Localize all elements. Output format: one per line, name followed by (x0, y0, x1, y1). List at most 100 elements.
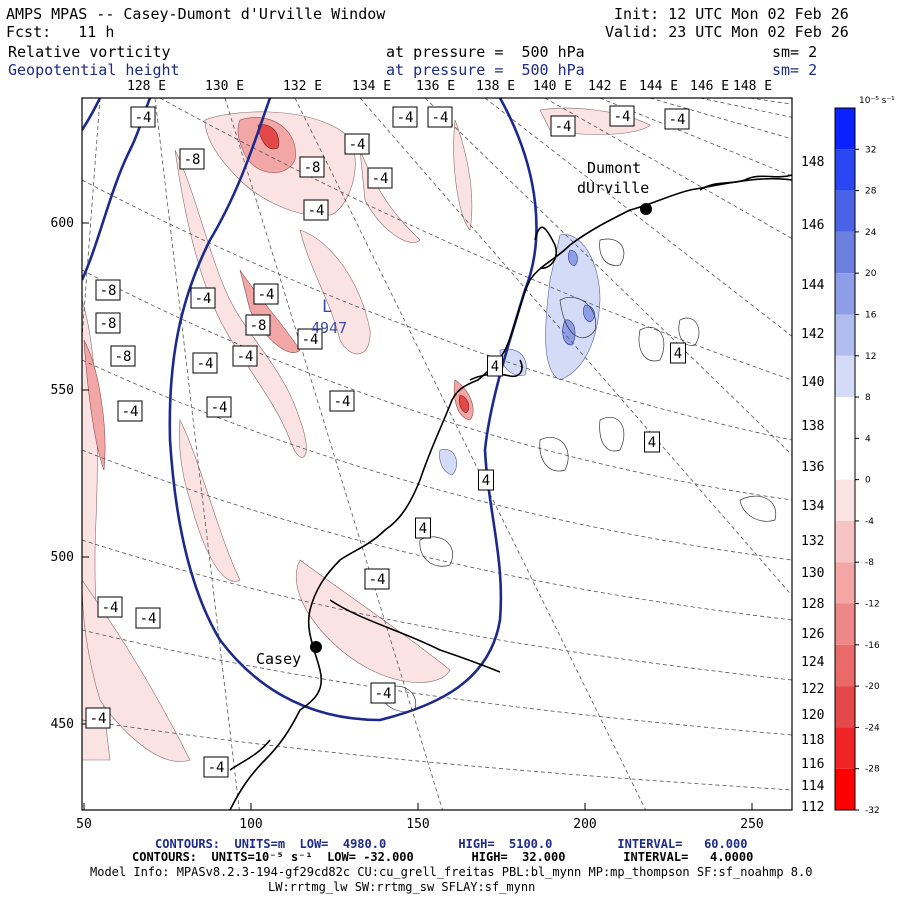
contour-label: -8 (299, 156, 325, 178)
field2-name: Geopotential height (8, 61, 180, 79)
colorbar-swatch (835, 562, 855, 604)
station-marker (640, 203, 652, 215)
svg-text:-4: -4 (432, 110, 449, 126)
contour-label: -4 (117, 400, 143, 422)
contour-label: -4 (85, 707, 111, 729)
colorbar-swatch (835, 438, 855, 480)
contour-label: -8 (179, 148, 205, 170)
colorbar-swatch (835, 603, 855, 645)
contour-label: -4 (130, 106, 156, 128)
longitude-label: 138 E (476, 79, 515, 94)
model-title: AMPS MPAS -- Casey-Dumont d'Urville Wind… (6, 5, 386, 23)
latitude-label: 128 (801, 597, 824, 612)
svg-text:-4: -4 (140, 611, 157, 627)
field2-level: at pressure = 500 hPa (386, 61, 585, 79)
latitude-label: 144 (801, 278, 825, 293)
colorbar-tick-label: -8 (865, 558, 874, 568)
station-dumont-durville: Dumont dUrville (577, 159, 652, 215)
latitude-label: 112 (801, 800, 824, 815)
contour-label: -8 (95, 279, 121, 301)
colorbar-tick-label: -4 (865, 517, 874, 527)
colorbar-swatch (835, 190, 855, 232)
valid-time: Valid: 23 UTC Mon 02 Feb 26 (605, 23, 849, 41)
contour-label: -8 (245, 314, 271, 336)
colorbar-tick-label: -20 (865, 682, 880, 692)
x-tick-label: 150 (406, 817, 429, 832)
footer-model-info-2: LW:rrtmg_lw SW:rrtmg_sw SFLAY:sf_mynn (268, 880, 536, 894)
y-tick-label: 550 (51, 383, 74, 398)
contour-label: 4 (644, 431, 660, 453)
contour-label: -4 (297, 328, 323, 350)
low-pressure-marker: L 4947 (311, 297, 347, 337)
colorbar-tick-label: 28 (865, 187, 877, 197)
forecast-hour: Fcst: 11 h (6, 23, 115, 41)
low-value: 4947 (311, 319, 347, 337)
low-symbol: L (322, 297, 332, 317)
svg-text:-8: -8 (304, 160, 321, 176)
vorticity-negative-shading (82, 107, 651, 762)
svg-text:4: 4 (674, 346, 682, 362)
vorticity-core-negative (257, 124, 470, 414)
colorbar-swatch (835, 314, 855, 356)
svg-text:-8: -8 (250, 318, 267, 334)
longitude-label: 146 E (690, 79, 729, 94)
latitude-label: 148 (801, 155, 824, 170)
latitude-label: 138 (801, 419, 824, 434)
colorbar-tick-label: 8 (865, 393, 871, 403)
colorbar-swatch (835, 231, 855, 274)
latitude-label: 120 (801, 708, 824, 723)
colorbar-tick-label: -32 (865, 806, 880, 816)
colorbar-tick-label: -28 (865, 765, 880, 775)
contour-label: 4 (670, 342, 686, 364)
longitude-label: 134 E (352, 79, 391, 94)
colorbar-swatch (835, 273, 855, 315)
contour-label: -8 (110, 345, 136, 367)
footer-model-info: Model Info: MPASv8.2.3-194-gf29cd82c CU:… (90, 865, 813, 879)
contour-label: -4 (192, 352, 218, 374)
colorbar-tick-label: -12 (865, 600, 880, 610)
colorbar-tick-label: -16 (865, 641, 880, 651)
colorbar-swatch (835, 520, 855, 563)
svg-text:-4: -4 (197, 356, 214, 372)
svg-text:-4: -4 (237, 349, 254, 365)
latitude-labels: 148 146 144 142 140 138 136 134 132 130 128 126 124 1… (801, 155, 825, 815)
coastline (229, 174, 792, 810)
field1-name: Relative vorticity (8, 43, 171, 61)
longitude-label: 128 E (127, 79, 166, 94)
contour-label: -4 (253, 283, 279, 305)
latitude-label: 124 (801, 655, 825, 670)
colorbar: 32 28 24 20 16 12 8 4 0 -4 -8 -12 -16 -20 -24 -28 -32 (834, 107, 880, 816)
latitude-label: 118 (801, 733, 824, 748)
contour-label: -8 (95, 312, 121, 334)
contour-label: 4 (487, 355, 503, 377)
svg-text:4: 4 (419, 521, 427, 537)
svg-text:4: 4 (648, 435, 656, 451)
svg-text:-4: -4 (90, 711, 107, 727)
svg-text:-8: -8 (100, 283, 117, 299)
svg-text:-4: -4 (555, 119, 572, 135)
contour-label: -4 (550, 115, 576, 137)
contour-label: -4 (344, 133, 370, 155)
x-tick-label: 250 (740, 817, 763, 832)
colorbar-swatch (835, 355, 855, 398)
x-tick-label: 50 (76, 817, 92, 832)
contour-label: -4 (203, 756, 229, 778)
colorbar-tick-label: 12 (865, 352, 876, 362)
svg-text:-4: -4 (102, 600, 119, 616)
contour-label: -4 (206, 396, 232, 418)
contour-label: 4 (415, 517, 431, 539)
contour-label: -4 (427, 106, 453, 128)
colorbar-swatch (835, 768, 855, 810)
colorbar-swatch (835, 108, 855, 150)
contour-labels: -4 -4 -4 -4 -4 -8 -8 -4 -4 -4 -4 -8 -4 -8 -4 -8 -8 -4 -4 -4… (85, 105, 690, 778)
latitude-label: 122 (801, 682, 824, 697)
svg-text:-8: -8 (115, 349, 132, 365)
svg-text:-4: -4 (375, 686, 392, 702)
contour-label: -4 (364, 568, 390, 590)
map-content (82, 98, 792, 810)
colorbar-tick-label: 24 (865, 228, 877, 238)
latitude-label: 126 (801, 627, 824, 642)
svg-text:-4: -4 (258, 287, 275, 303)
colorbar-tick-label: 20 (865, 269, 877, 279)
longitude-labels: 128 E 130 E 132 E 134 E 136 E 138 E 140 E 142 E… (127, 79, 772, 94)
